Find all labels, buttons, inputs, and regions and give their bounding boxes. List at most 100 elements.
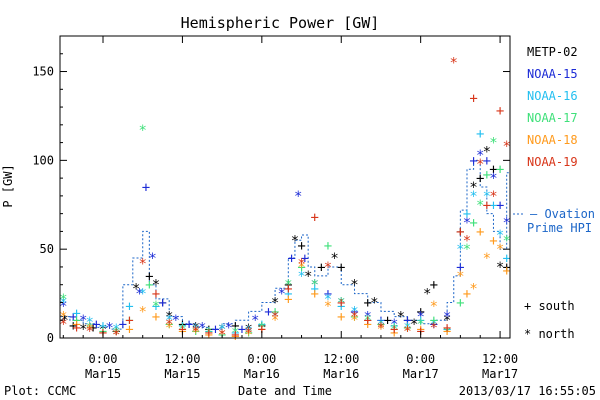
point-noaa-17-38: * bbox=[502, 233, 510, 249]
point-noaa-19-32: * bbox=[463, 233, 471, 249]
point-noaa-15-7: + bbox=[142, 180, 150, 196]
point-noaa-17-4: * bbox=[112, 326, 120, 342]
point-noaa-16-4: * bbox=[112, 322, 120, 338]
point-noaa-16-21: + bbox=[337, 299, 345, 315]
point-noaa-17-10: * bbox=[178, 322, 186, 338]
x-tick-time-0: 0:00 bbox=[89, 352, 118, 366]
point-noaa-17-34: * bbox=[476, 198, 484, 214]
point-noaa-18-16: * bbox=[271, 313, 279, 329]
point-noaa-17-22: * bbox=[337, 295, 345, 311]
point-noaa-16-24: * bbox=[377, 317, 385, 333]
point-metp-02-8: * bbox=[152, 278, 160, 294]
point-noaa-15-12: * bbox=[198, 320, 206, 336]
point-noaa-18-34: * bbox=[483, 251, 491, 267]
point-noaa-19-0: * bbox=[59, 317, 67, 333]
point-noaa-18-2: * bbox=[86, 322, 94, 338]
point-noaa-18-10: * bbox=[191, 326, 199, 342]
point-noaa-16-31: + bbox=[463, 207, 471, 223]
y-tick-label-150: 150 bbox=[32, 65, 54, 79]
point-noaa-15-32: * bbox=[443, 310, 451, 326]
point-noaa-17-5: + bbox=[125, 313, 133, 329]
point-noaa-17-16: * bbox=[258, 320, 266, 336]
point-noaa-15-5: + bbox=[119, 317, 127, 333]
point-noaa-16-29: + bbox=[443, 322, 451, 338]
point-metp-02-37: + bbox=[456, 224, 464, 240]
point-noaa-18-0: * bbox=[59, 310, 67, 326]
point-noaa-16-10: * bbox=[191, 322, 199, 338]
point-noaa-17-25: + bbox=[377, 317, 385, 333]
point-noaa-18-14: * bbox=[244, 327, 252, 343]
point-noaa-19-21: + bbox=[337, 295, 345, 311]
legend-ovation-line1: – Ovation bbox=[530, 207, 595, 221]
point-noaa-15-31: + bbox=[430, 317, 438, 333]
point-noaa-19-18: * bbox=[297, 256, 305, 272]
point-noaa-19-10: * bbox=[191, 324, 199, 340]
point-noaa-15-8: * bbox=[148, 251, 156, 267]
point-noaa-18-35: + bbox=[489, 233, 497, 249]
x-tick-date-24: Mar16 bbox=[244, 367, 280, 381]
point-noaa-19-29: + bbox=[443, 320, 451, 336]
point-noaa-18-23: + bbox=[364, 317, 372, 333]
point-noaa-15-2: * bbox=[79, 313, 87, 329]
point-metp-02-16: * bbox=[244, 322, 252, 338]
point-noaa-17-8: * bbox=[152, 299, 160, 315]
point-noaa-18-15: + bbox=[258, 322, 266, 338]
point-noaa-19-34: * bbox=[476, 157, 484, 173]
point-noaa-19-20: * bbox=[324, 260, 332, 276]
point-noaa-15-14: * bbox=[225, 320, 233, 336]
point-noaa-19-28: * bbox=[430, 320, 438, 336]
point-noaa-16-13: + bbox=[231, 326, 239, 342]
x-tick-time-24: 0:00 bbox=[247, 352, 276, 366]
point-noaa-18-21: + bbox=[337, 310, 345, 326]
point-noaa-15-1: + bbox=[69, 310, 77, 326]
plot-frame bbox=[59, 35, 511, 339]
point-metp-02-0: * bbox=[60, 313, 68, 329]
point-noaa-15-0: * bbox=[59, 299, 67, 315]
point-noaa-17-17: + bbox=[271, 304, 279, 320]
point-noaa-17-23: + bbox=[350, 310, 358, 326]
timestamp: 2013/03/17 16:55:05 bbox=[459, 384, 596, 398]
point-noaa-18-18: * bbox=[297, 260, 305, 276]
point-noaa-19-1: + bbox=[72, 320, 80, 336]
point-noaa-17-32: * bbox=[463, 242, 471, 258]
point-noaa-16-17: + bbox=[284, 287, 292, 303]
point-noaa-17-1: + bbox=[72, 313, 80, 329]
point-metp-02-30: * bbox=[397, 310, 405, 326]
point-noaa-16-26: * bbox=[403, 320, 411, 336]
point-noaa-16-36: * bbox=[496, 228, 504, 244]
point-noaa-18-27: + bbox=[416, 322, 424, 338]
point-noaa-16-6: * bbox=[139, 287, 147, 303]
point-noaa-19-35: + bbox=[483, 198, 491, 214]
point-noaa-17-14: * bbox=[231, 326, 239, 342]
point-metp-02-39: + bbox=[476, 171, 484, 187]
point-noaa-17-36: * bbox=[489, 136, 497, 152]
point-noaa-16-22: * bbox=[350, 304, 358, 320]
point-noaa-16-19: + bbox=[311, 281, 319, 297]
point-noaa-17-28: * bbox=[416, 317, 424, 333]
point-noaa-15-23: + bbox=[324, 287, 332, 303]
point-noaa-15-9: + bbox=[158, 295, 166, 311]
point-noaa-15-21: + bbox=[301, 251, 309, 267]
point-noaa-16-35: + bbox=[489, 198, 497, 214]
point-noaa-18-31: + bbox=[463, 287, 471, 303]
point-noaa-15-36: * bbox=[476, 148, 484, 164]
point-noaa-19-8: * bbox=[165, 317, 173, 333]
point-noaa-19-31: + bbox=[456, 224, 464, 240]
point-noaa-19-19: + bbox=[311, 210, 319, 226]
point-noaa-18-8: * bbox=[165, 320, 173, 336]
point-metp-02-13: + bbox=[205, 322, 213, 338]
point-noaa-15-24: * bbox=[337, 295, 345, 311]
point-noaa-18-7: + bbox=[152, 310, 160, 326]
point-noaa-15-33: + bbox=[456, 260, 464, 276]
point-noaa-16-34: * bbox=[483, 189, 491, 205]
point-noaa-16-11: + bbox=[205, 324, 213, 340]
point-metp-02-15: + bbox=[231, 319, 239, 335]
x-tick-time-60: 12:00 bbox=[482, 352, 518, 366]
point-noaa-19-7: + bbox=[152, 287, 160, 303]
point-noaa-17-2: * bbox=[86, 320, 94, 336]
point-noaa-15-22: * bbox=[311, 278, 319, 294]
point-metp-02-24: * bbox=[330, 251, 338, 267]
point-metp-02-29: + bbox=[383, 313, 391, 329]
point-noaa-18-4: * bbox=[112, 327, 120, 343]
point-noaa-18-17: + bbox=[284, 292, 292, 308]
